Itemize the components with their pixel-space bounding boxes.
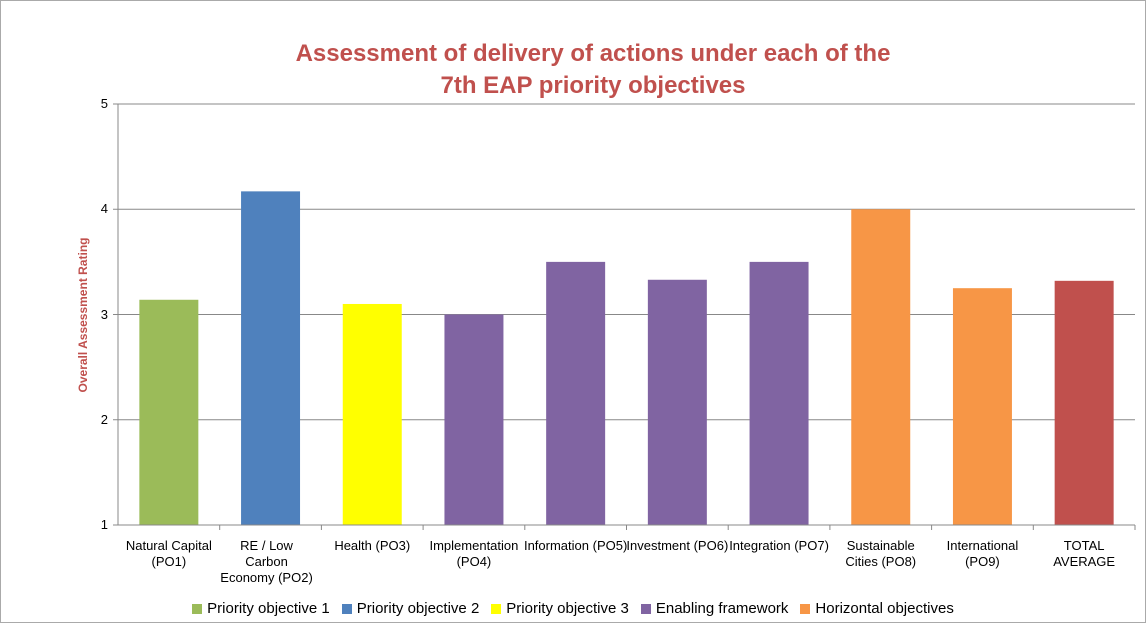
bar [952, 288, 1012, 525]
bar [1054, 280, 1114, 525]
y-tick-label: 5 [100, 96, 108, 111]
legend-label: Horizontal objectives [815, 600, 954, 617]
x-tick-label: Health (PO3) [334, 538, 411, 553]
legend-label: Priority objective 3 [506, 600, 629, 617]
legend-label: Enabling framework [655, 600, 789, 617]
legend: Priority objective 1 Priority objective 2… [0, 600, 1146, 617]
bar [546, 261, 606, 525]
legend-item: Priority objective 1 [192, 600, 330, 617]
x-tick-label: Natural Capital (PO1) [125, 538, 212, 569]
x-tick-label: Investment (PO6) [626, 538, 729, 553]
legend-swatch [341, 603, 352, 614]
y-tick-label: 3 [100, 306, 108, 322]
y-tick-label: 4 [100, 201, 108, 217]
x-tick-label: Sustainable Cities (PO8) [845, 538, 917, 569]
x-tick-label: International (PO9) [946, 538, 1019, 569]
legend-swatch [491, 603, 502, 614]
bar [444, 314, 504, 525]
bar [647, 279, 707, 525]
legend-item: Priority objective 3 [491, 600, 629, 617]
legend-swatch [192, 603, 203, 614]
legend-swatch [800, 603, 811, 614]
x-tick-label: Information (PO5) [523, 538, 628, 553]
x-tick-label: Implementation (PO4) [429, 538, 519, 569]
bar [851, 209, 911, 525]
bar [342, 303, 402, 525]
legend-item: Enabling framework [640, 600, 789, 617]
legend-item: Horizontal objectives [800, 600, 954, 617]
legend-label: Priority objective 1 [207, 600, 330, 617]
legend-swatch [640, 603, 651, 614]
legend-item: Priority objective 2 [341, 600, 480, 617]
x-tick-label: RE / Low Carbon Economy (PO2) [220, 538, 313, 585]
x-tick-label: TOTAL AVERAGE [1053, 538, 1116, 569]
x-tick-label: Integration (PO7) [729, 538, 829, 553]
bar [241, 191, 301, 526]
y-tick-label: 1 [100, 517, 108, 532]
chart-title: Assessment of delivery of actions under … [295, 40, 891, 99]
y-tick-label: 2 [100, 411, 108, 427]
legend-label: Priority objective 2 [356, 600, 480, 617]
bar [139, 299, 199, 525]
bar [749, 261, 809, 525]
